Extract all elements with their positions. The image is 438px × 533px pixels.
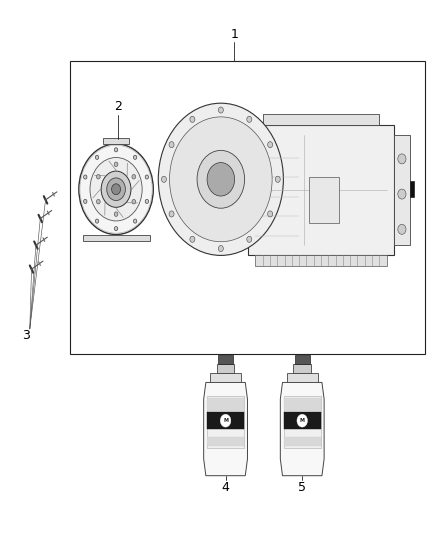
- Circle shape: [132, 199, 136, 204]
- PathPatch shape: [204, 383, 247, 475]
- Circle shape: [114, 148, 118, 152]
- Text: 4: 4: [222, 481, 230, 494]
- Circle shape: [107, 178, 125, 200]
- Bar: [248, 125, 394, 255]
- Bar: [217, 364, 234, 373]
- Circle shape: [247, 236, 252, 243]
- Circle shape: [169, 142, 174, 148]
- Circle shape: [268, 211, 272, 217]
- Bar: [207, 413, 244, 429]
- Bar: [410, 181, 414, 197]
- Circle shape: [162, 176, 166, 182]
- Circle shape: [84, 199, 87, 204]
- Circle shape: [197, 150, 244, 208]
- Circle shape: [95, 155, 99, 159]
- Circle shape: [398, 189, 406, 199]
- Text: M: M: [300, 418, 305, 423]
- Bar: [82, 235, 149, 241]
- Circle shape: [134, 155, 137, 159]
- Circle shape: [96, 199, 100, 204]
- Bar: [394, 135, 410, 245]
- Circle shape: [169, 211, 174, 217]
- Circle shape: [275, 176, 280, 182]
- Bar: [284, 397, 321, 448]
- Circle shape: [398, 154, 406, 164]
- Circle shape: [247, 116, 252, 123]
- Circle shape: [145, 175, 148, 179]
- Circle shape: [96, 174, 100, 179]
- Bar: [70, 61, 425, 354]
- Circle shape: [170, 117, 272, 241]
- Bar: [293, 364, 311, 373]
- Bar: [284, 413, 321, 429]
- Circle shape: [132, 174, 136, 179]
- Bar: [218, 356, 233, 364]
- Bar: [207, 398, 244, 411]
- Circle shape: [84, 175, 87, 179]
- Circle shape: [101, 171, 131, 207]
- Bar: [207, 397, 244, 448]
- Bar: [284, 398, 321, 411]
- PathPatch shape: [280, 383, 324, 475]
- Circle shape: [112, 184, 120, 195]
- Circle shape: [114, 227, 118, 231]
- Circle shape: [220, 414, 231, 427]
- Circle shape: [145, 199, 148, 204]
- Bar: [207, 437, 244, 446]
- Bar: [103, 138, 129, 144]
- Text: 5: 5: [298, 481, 306, 494]
- Circle shape: [134, 219, 137, 223]
- Circle shape: [190, 116, 195, 123]
- Circle shape: [114, 212, 118, 216]
- Text: 1: 1: [230, 28, 238, 41]
- Bar: [309, 177, 339, 223]
- Bar: [287, 373, 318, 383]
- Circle shape: [398, 224, 406, 235]
- Bar: [284, 437, 321, 446]
- Bar: [263, 114, 379, 125]
- Circle shape: [79, 144, 153, 235]
- Circle shape: [297, 414, 307, 427]
- Circle shape: [218, 246, 223, 252]
- Circle shape: [114, 162, 118, 166]
- Bar: [295, 356, 310, 364]
- Text: 2: 2: [114, 100, 122, 113]
- Text: M: M: [223, 418, 228, 423]
- Text: 3: 3: [22, 329, 30, 342]
- Circle shape: [158, 103, 283, 255]
- Circle shape: [268, 142, 272, 148]
- Circle shape: [190, 236, 195, 243]
- Circle shape: [207, 163, 235, 196]
- Bar: [210, 373, 241, 383]
- Circle shape: [95, 219, 99, 223]
- Circle shape: [218, 107, 223, 113]
- Circle shape: [90, 158, 142, 221]
- Bar: [255, 255, 387, 266]
